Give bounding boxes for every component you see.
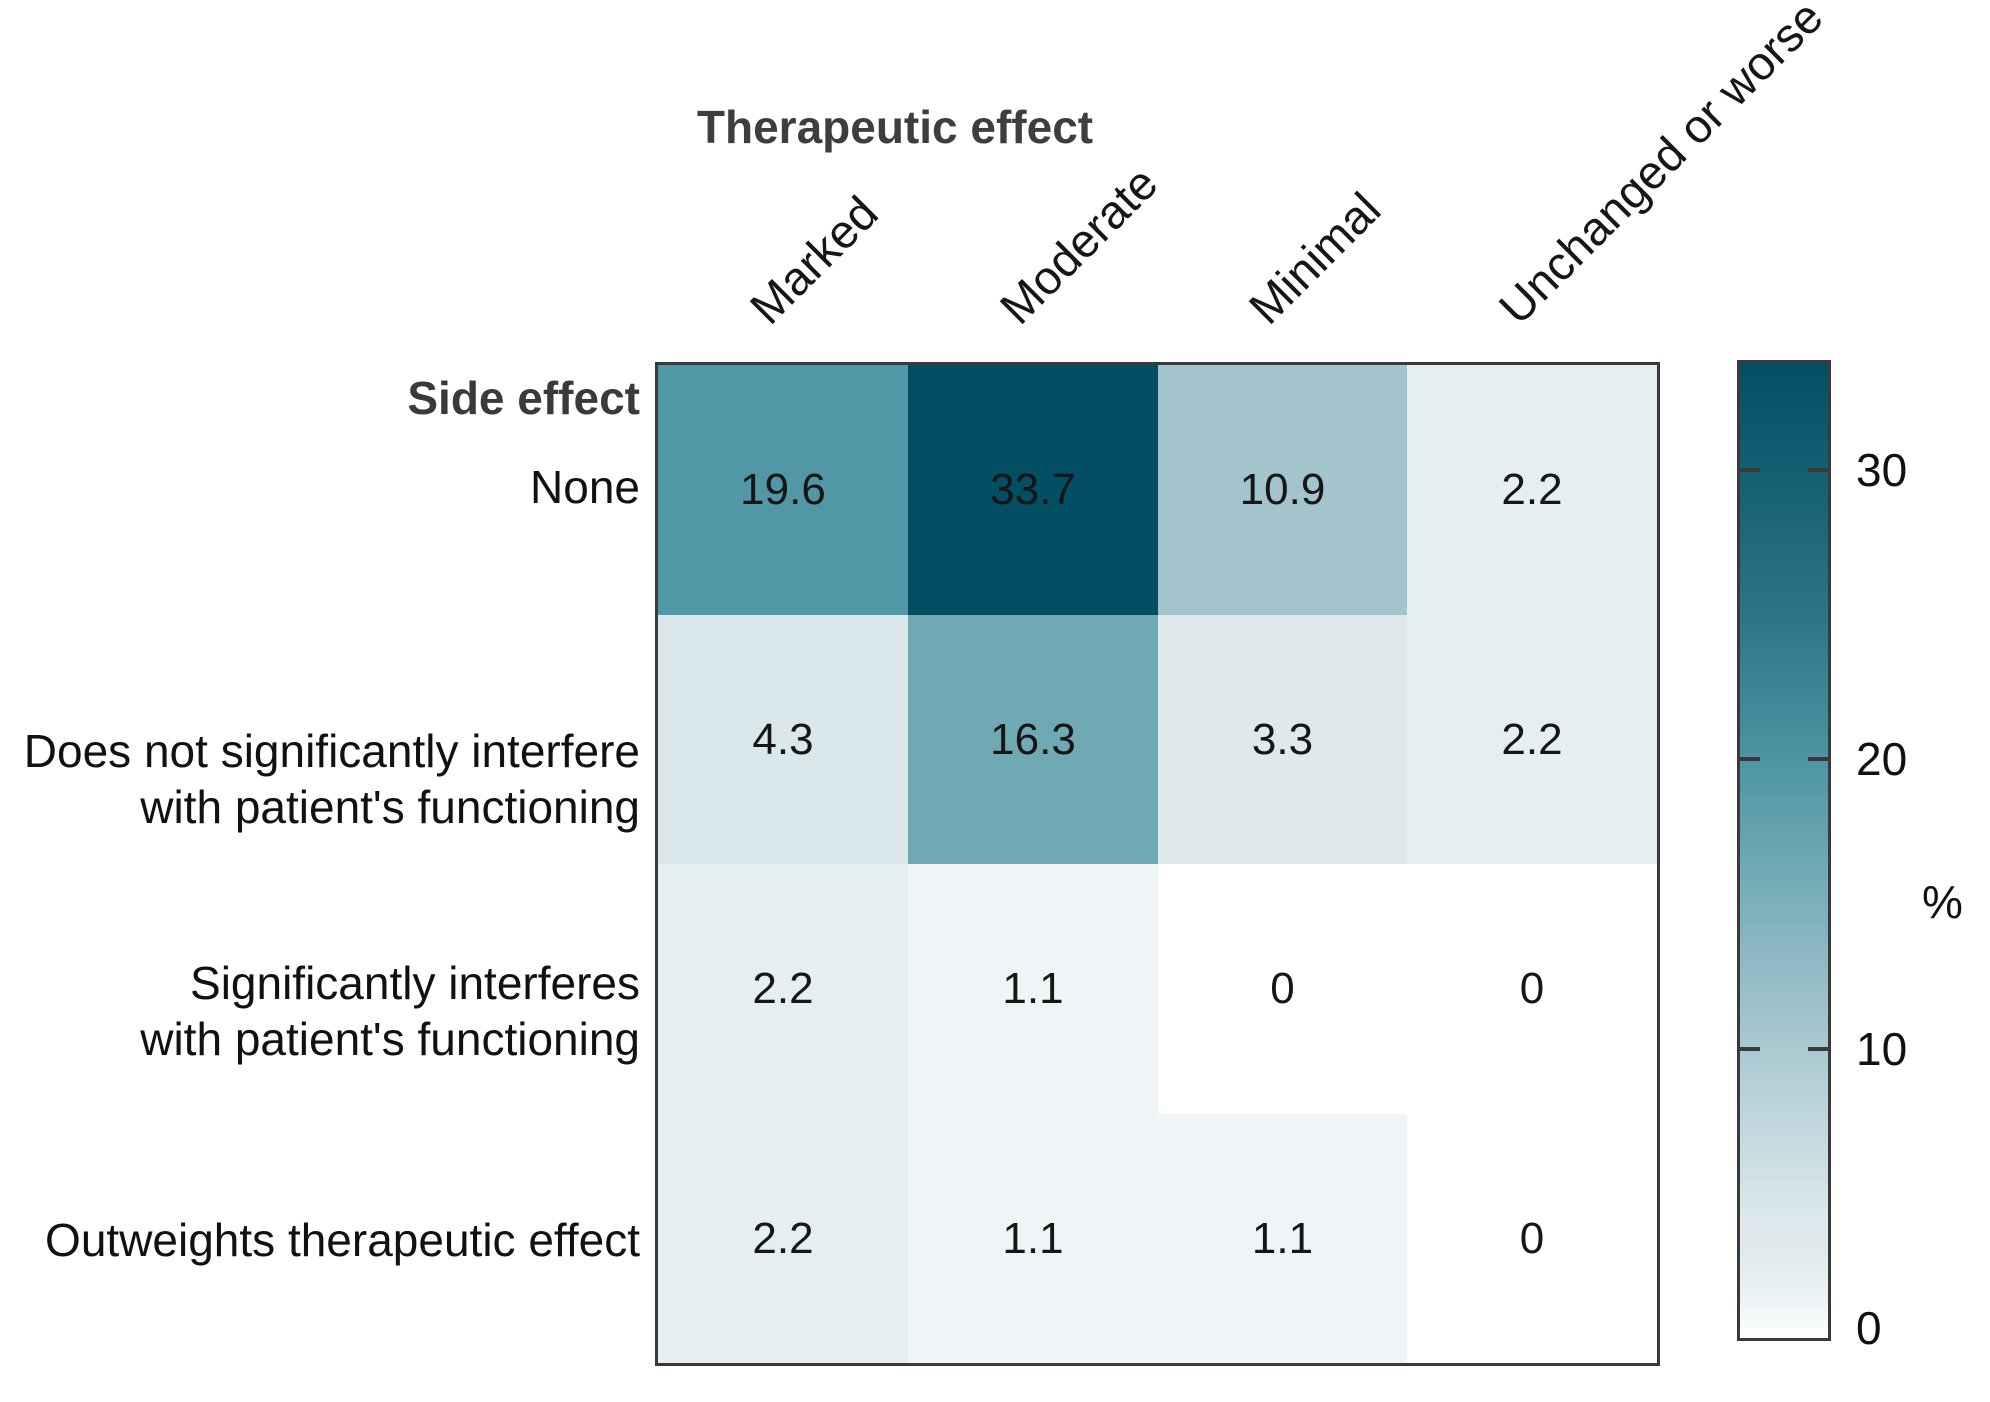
colorbar-tick	[1740, 757, 1760, 762]
cell-value: 0	[1519, 1213, 1545, 1263]
heatmap-cell: 0	[1407, 864, 1657, 1114]
heatmap-cell: 4.3	[658, 615, 908, 864]
colorbar-tick	[1808, 468, 1828, 473]
heatmap-grid: 19.6 33.7 10.9 2.2 4.3 16.3 3.3 2.2 2.2 1.1 0 0 2.2 1…	[655, 362, 1660, 1366]
column-label: Unchanged or worse	[1488, 0, 1833, 335]
column-label: Minimal	[1238, 182, 1391, 334]
row-label: Does not significantly interfere with pa…	[23, 725, 640, 833]
colorbar-tick	[1808, 1046, 1828, 1051]
chart-title: Therapeutic effect	[696, 101, 1094, 153]
heatmap-cell: 10.9	[1158, 365, 1407, 615]
colorbar-tick-label: 10	[1856, 1022, 1908, 1075]
colorbar	[1737, 360, 1831, 1341]
cell-value: 2.2	[752, 1213, 814, 1263]
heatmap-cell: 3.3	[1158, 615, 1407, 864]
cell-value: 2.2	[1501, 465, 1563, 514]
cell-value: 10.9	[1239, 465, 1326, 514]
cell-value: 2.2	[752, 964, 814, 1013]
heatmap-cell: 16.3	[908, 615, 1158, 864]
colorbar-tick	[1740, 468, 1760, 473]
colorbar-tick	[1808, 757, 1828, 762]
heatmap-cell: 1.1	[908, 864, 1158, 1114]
cell-value: 0	[1270, 964, 1295, 1013]
column-label: Marked	[739, 185, 888, 334]
cell-value: 1.1	[1002, 1213, 1064, 1263]
heatmap-cell: 19.6	[658, 365, 908, 615]
heatmap-cell: 2.2	[658, 1114, 908, 1363]
row-label: Outweights therapeutic effect	[45, 1214, 640, 1266]
heatmap-cell: 33.7	[908, 365, 1158, 615]
cell-value: 16.3	[990, 714, 1076, 764]
row-label: None	[530, 461, 640, 513]
cell-value: 1.1	[1002, 964, 1064, 1013]
heatmap-cell: 2.2	[1407, 365, 1657, 615]
cell-value: 2.2	[1501, 714, 1563, 764]
colorbar-unit-label: %	[1922, 876, 1963, 928]
cell-value: 4.3	[752, 714, 814, 764]
heatmap-cell: 2.2	[1407, 615, 1657, 864]
cell-value: 3.3	[1251, 714, 1314, 764]
heatmap-cell: 2.2	[658, 864, 908, 1114]
heatmap-cell: 1.1	[908, 1114, 1158, 1363]
colorbar-tick-label: 0	[1856, 1302, 1882, 1354]
cell-value: 19.6	[740, 465, 826, 514]
cell-value: 33.7	[990, 465, 1076, 514]
heatmap-cell: 0	[1158, 864, 1407, 1114]
colorbar-tick	[1740, 1046, 1760, 1051]
column-label: Moderate	[989, 156, 1168, 334]
cell-value: 1.1	[1251, 1213, 1314, 1263]
colorbar-tick-label: 20	[1856, 733, 1908, 786]
colorbar-tick-label: 30	[1856, 444, 1908, 497]
row-label: Significantly interferes with patient's …	[140, 957, 640, 1065]
cell-value: 0	[1519, 964, 1545, 1013]
row-axis-label: Side effect	[407, 372, 640, 424]
heatmap-cell: 0	[1407, 1114, 1657, 1363]
heatmap-cell: 1.1	[1158, 1114, 1407, 1363]
